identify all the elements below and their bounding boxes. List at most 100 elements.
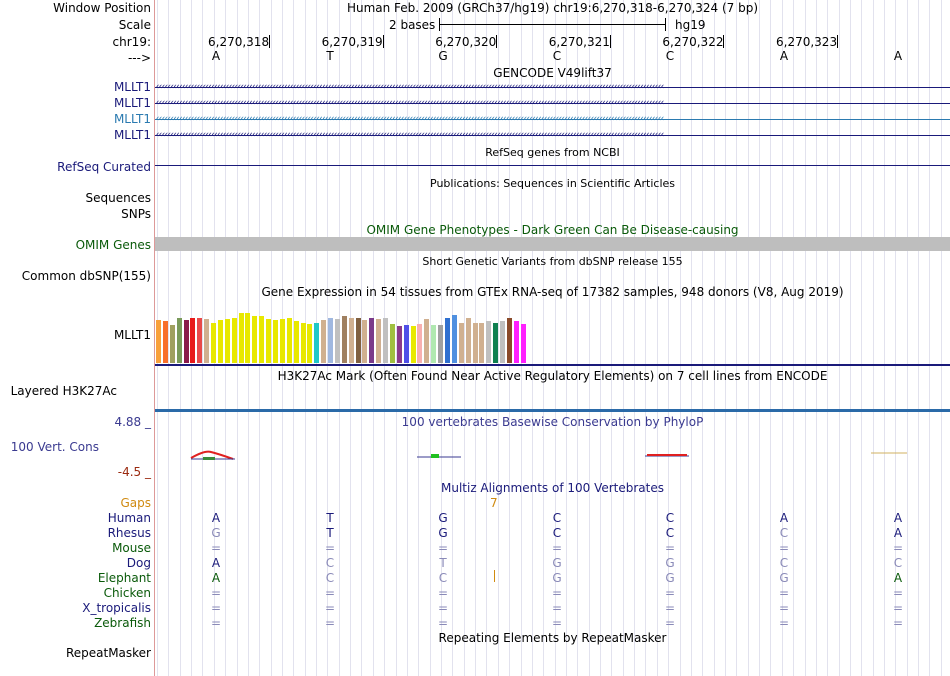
h3k27ac-signal[interactable] bbox=[155, 409, 950, 412]
gtex-tissue-bar[interactable] bbox=[369, 318, 375, 363]
omim-track-label[interactable]: OMIM Genes bbox=[75, 238, 151, 252]
publications-sequences-label[interactable]: Sequences bbox=[85, 191, 151, 205]
gtex-gene-label[interactable]: MLLT1 bbox=[113, 328, 151, 342]
grid-line bbox=[305, 0, 306, 676]
gtex-tissue-bar[interactable] bbox=[231, 318, 237, 363]
species-label-chicken[interactable]: Chicken bbox=[103, 586, 151, 600]
gencode-item-label[interactable]: MLLT1 bbox=[113, 112, 151, 126]
gencode-track-title: GENCODE V49lift37 bbox=[493, 66, 612, 80]
gtex-tissue-bar[interactable] bbox=[190, 318, 196, 363]
gtex-tissue-bar[interactable] bbox=[403, 325, 409, 363]
gencode-transcript-line[interactable]: ‹‹‹‹‹‹‹‹‹‹‹‹‹‹‹‹‹‹‹‹‹‹‹‹‹‹‹‹‹‹‹‹‹‹‹‹‹‹‹‹… bbox=[155, 83, 950, 92]
gtex-tissue-bar[interactable] bbox=[273, 320, 278, 363]
gtex-tissue-bar[interactable] bbox=[520, 324, 526, 363]
gencode-transcript-line[interactable]: ‹‹‹‹‹‹‹‹‹‹‹‹‹‹‹‹‹‹‹‹‹‹‹‹‹‹‹‹‹‹‹‹‹‹‹‹‹‹‹‹… bbox=[155, 115, 950, 124]
gtex-tissue-bar[interactable] bbox=[389, 324, 395, 363]
species-label-zebrafish[interactable]: Zebrafish bbox=[94, 616, 151, 630]
refseq-track-label[interactable]: RefSeq Curated bbox=[57, 160, 151, 174]
gtex-tissue-bar[interactable] bbox=[376, 319, 382, 363]
gtex-tissue-bar[interactable] bbox=[410, 326, 416, 363]
gencode-item-label[interactable]: MLLT1 bbox=[113, 96, 151, 110]
gtex-tissue-bar[interactable] bbox=[417, 324, 423, 363]
grid-line bbox=[430, 0, 431, 676]
species-label-xtropicalis[interactable]: X_tropicalis bbox=[82, 601, 151, 615]
gtex-tissue-bar[interactable] bbox=[458, 323, 464, 363]
gtex-tissue-bar[interactable] bbox=[465, 318, 471, 363]
gtex-tissue-bar[interactable] bbox=[224, 319, 230, 363]
ruler-tick bbox=[383, 35, 384, 48]
gtex-tissue-bar[interactable] bbox=[321, 320, 327, 363]
gtex-tissue-bar[interactable] bbox=[424, 319, 430, 363]
gtex-tissue-bar[interactable] bbox=[341, 316, 347, 363]
gtex-tissue-bar[interactable] bbox=[238, 313, 244, 363]
gtex-tissue-bar[interactable] bbox=[438, 325, 444, 363]
gtex-tissue-bar[interactable] bbox=[355, 318, 361, 363]
gtex-tissue-bar[interactable] bbox=[328, 318, 333, 363]
gtex-tissue-bar[interactable] bbox=[506, 318, 512, 363]
gtex-tissue-bar[interactable] bbox=[204, 319, 210, 363]
gtex-tissue-bar[interactable] bbox=[197, 318, 203, 363]
gtex-tissue-bar[interactable] bbox=[431, 325, 437, 363]
gtex-tissue-bar[interactable] bbox=[445, 318, 450, 363]
phylop-track-label[interactable]: 100 Vert. Cons bbox=[10, 440, 99, 454]
gtex-tissue-bar[interactable] bbox=[293, 321, 299, 363]
repeatmasker-track-label[interactable]: RepeatMasker bbox=[65, 646, 151, 660]
gtex-tissue-bar[interactable] bbox=[169, 325, 175, 363]
refseq-gene-line[interactable] bbox=[155, 165, 950, 166]
gtex-tissue-bar[interactable] bbox=[348, 318, 354, 363]
dbsnp-track-label[interactable]: Common dbSNP(155) bbox=[21, 269, 151, 283]
gtex-tissue-bar[interactable] bbox=[396, 326, 402, 363]
gtex-tissue-bar[interactable] bbox=[300, 323, 306, 363]
gencode-transcript-line[interactable]: ‹‹‹‹‹‹‹‹‹‹‹‹‹‹‹‹‹‹‹‹‹‹‹‹‹‹‹‹‹‹‹‹‹‹‹‹‹‹‹‹… bbox=[155, 99, 950, 108]
gtex-tissue-bar[interactable] bbox=[307, 324, 313, 363]
gtex-tissue-bar[interactable] bbox=[217, 320, 223, 363]
alignment-base: A bbox=[211, 511, 221, 525]
gtex-expression-chart[interactable] bbox=[155, 300, 555, 363]
gtex-tissue-bar[interactable] bbox=[279, 319, 285, 363]
alignment-base: C bbox=[552, 526, 562, 540]
gtex-tissue-bar[interactable] bbox=[156, 320, 161, 363]
gtex-tissue-bar[interactable] bbox=[245, 313, 251, 363]
species-label-mouse[interactable]: Mouse bbox=[112, 541, 151, 555]
gtex-tissue-bar[interactable] bbox=[362, 320, 368, 363]
gencode-item-label[interactable]: MLLT1 bbox=[113, 128, 151, 142]
alignment-base: = bbox=[551, 586, 563, 600]
phylop-min-label: -4.5 _ bbox=[117, 465, 151, 479]
phylop-signal[interactable] bbox=[155, 440, 950, 470]
gtex-baseline bbox=[155, 364, 950, 366]
species-label-dog[interactable]: Dog bbox=[126, 556, 151, 570]
gtex-tissue-bar[interactable] bbox=[252, 316, 258, 363]
gtex-tissue-bar[interactable] bbox=[334, 319, 340, 363]
gtex-tissue-bar[interactable] bbox=[314, 323, 320, 363]
gtex-tissue-bar[interactable] bbox=[176, 318, 182, 363]
gtex-tissue-bar[interactable] bbox=[479, 323, 485, 363]
h3k27ac-track-label[interactable]: Layered H3K27Ac bbox=[10, 384, 117, 398]
gtex-tissue-bar[interactable] bbox=[183, 320, 189, 363]
gtex-tissue-bar[interactable] bbox=[513, 321, 519, 363]
gtex-tissue-bar[interactable] bbox=[259, 316, 265, 363]
gtex-tissue-bar[interactable] bbox=[486, 321, 492, 363]
gencode-transcript-line[interactable]: ‹‹‹‹‹‹‹‹‹‹‹‹‹‹‹‹‹‹‹‹‹‹‹‹‹‹‹‹‹‹‹‹‹‹‹‹‹‹‹‹… bbox=[155, 131, 950, 140]
gtex-tissue-bar[interactable] bbox=[286, 318, 292, 363]
publications-snps-label[interactable]: SNPs bbox=[121, 207, 151, 221]
gtex-tissue-bar[interactable] bbox=[162, 321, 168, 363]
gtex-tissue-bar[interactable] bbox=[451, 315, 457, 363]
gtex-tissue-bar[interactable] bbox=[383, 318, 388, 363]
grid-line bbox=[805, 0, 806, 676]
scale-label: Scale bbox=[118, 18, 151, 32]
reference-base: G bbox=[438, 49, 448, 63]
gtex-tissue-bar[interactable] bbox=[493, 323, 499, 363]
species-label-human[interactable]: Human bbox=[107, 511, 151, 525]
alignment-base: = bbox=[324, 601, 336, 615]
gtex-tissue-bar[interactable] bbox=[211, 323, 216, 363]
gtex-tissue-bar[interactable] bbox=[266, 319, 272, 363]
omim-gene-bar[interactable] bbox=[155, 237, 950, 251]
species-label-rhesus[interactable]: Rhesus bbox=[107, 526, 151, 540]
gtex-tissue-bar[interactable] bbox=[500, 321, 505, 363]
track-data-area[interactable]: Human Feb. 2009 (GRCh37/hg19) chr19:6,27… bbox=[155, 0, 950, 676]
alignment-base: C bbox=[438, 571, 448, 585]
gencode-item-label[interactable]: MLLT1 bbox=[113, 80, 151, 94]
gtex-tissue-bar[interactable] bbox=[472, 323, 478, 363]
alignment-base: G bbox=[552, 556, 562, 570]
species-label-elephant[interactable]: Elephant bbox=[97, 571, 151, 585]
